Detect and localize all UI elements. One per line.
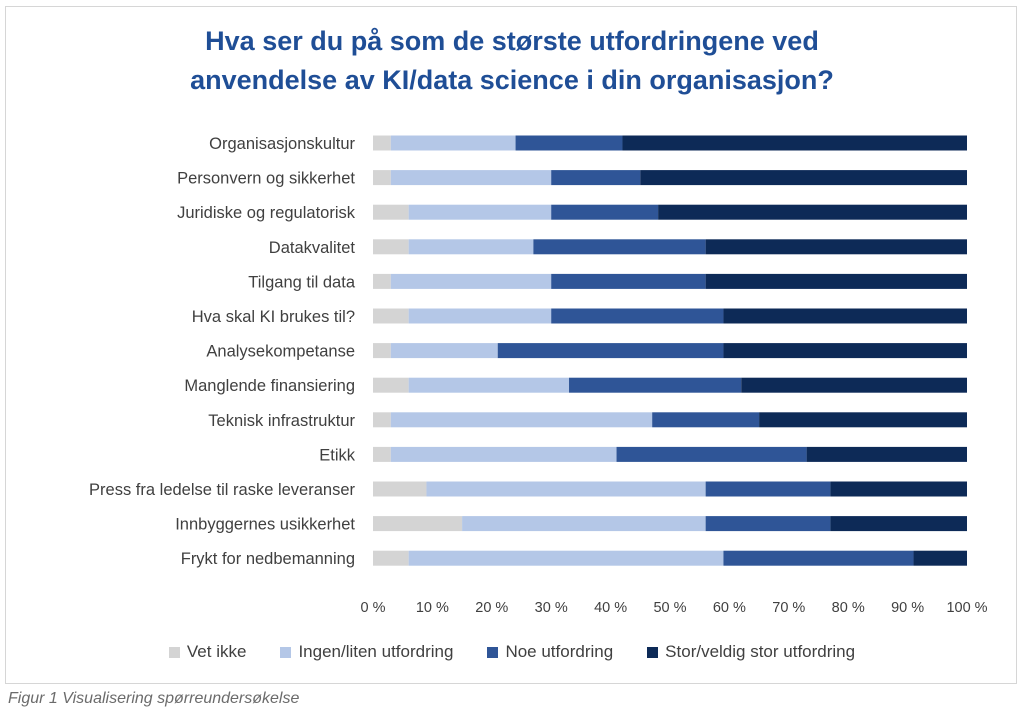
category-label: Personvern og sikkerhet <box>177 170 355 188</box>
bar-segment-stor-veldig-stor-utfordring <box>640 170 967 186</box>
chart-legend: Vet ikke Ingen/liten utfordring Noe utford… <box>0 640 1024 664</box>
bar-segment-ingen-liten-utfordring <box>408 239 534 255</box>
bar-segment-stor-veldig-stor-utfordring <box>759 412 967 428</box>
bar-segment-stor-veldig-stor-utfordring <box>705 239 967 255</box>
x-tick-label: 0 % <box>361 600 386 616</box>
figure-caption: Figur 1 Visualisering spørreundersøkelse <box>8 690 300 707</box>
bar-segment-stor-veldig-stor-utfordring <box>705 273 967 289</box>
stacked-bar-chart: Organisasjonskultur Personvern og sikkerh… <box>89 135 988 616</box>
legend-swatch <box>168 646 180 658</box>
bar-segment-noe-utfordring <box>551 273 706 289</box>
bar-segment-noe-utfordring <box>551 170 641 186</box>
bar-segment-vet-ikke <box>373 516 463 532</box>
bar-segment-ingen-liten-utfordring <box>390 412 653 428</box>
x-tick-label: 90 % <box>891 600 924 616</box>
category-label: Innbyggernes usikkerhet <box>175 516 355 534</box>
bar-segment-vet-ikke <box>373 550 409 566</box>
legend-label: Stor/veldig stor utfordring <box>665 642 856 661</box>
legend-item: Ingen/liten utfordring <box>280 640 453 664</box>
legend-swatch <box>647 646 659 658</box>
bar-segment-ingen-liten-utfordring <box>408 377 570 393</box>
bar-segment-vet-ikke <box>373 446 391 462</box>
x-tick-label: 40 % <box>594 600 627 616</box>
category-label: Analysekompetanse <box>206 343 355 361</box>
bar-segment-stor-veldig-stor-utfordring <box>913 550 967 566</box>
bar-segment-ingen-liten-utfordring <box>408 204 552 220</box>
x-tick-label: 60 % <box>713 600 746 616</box>
bar-segment-vet-ikke <box>373 273 391 289</box>
bar-segment-ingen-liten-utfordring <box>390 343 498 359</box>
bar-segment-ingen-liten-utfordring <box>390 273 552 289</box>
x-tick-label: 100 % <box>946 600 987 616</box>
category-label: Organisasjonskultur <box>209 135 355 153</box>
bar-segment-stor-veldig-stor-utfordring <box>658 204 967 220</box>
legend-label: Vet ikke <box>186 642 247 661</box>
bar-segment-stor-veldig-stor-utfordring <box>741 377 967 393</box>
chart-title-line-1: Hva ser du på som de største utfordringe… <box>205 26 819 56</box>
category-label: Tilgang til data <box>248 273 356 291</box>
bar-segment-noe-utfordring <box>497 343 724 359</box>
bar-segment-noe-utfordring <box>616 446 807 462</box>
bar-segment-noe-utfordring <box>705 516 831 532</box>
bar-segment-noe-utfordring <box>551 308 724 324</box>
bar-segment-vet-ikke <box>373 204 409 220</box>
x-tick-label: 50 % <box>653 600 686 616</box>
bar-segment-ingen-liten-utfordring <box>390 446 617 462</box>
x-tick-label: 80 % <box>832 600 865 616</box>
bar-segment-vet-ikke <box>373 343 391 359</box>
bar-segment-vet-ikke <box>373 239 409 255</box>
bar-segment-noe-utfordring <box>569 377 742 393</box>
category-label: Teknisk infrastruktur <box>208 412 355 430</box>
bar-segment-noe-utfordring <box>515 135 623 151</box>
x-tick-label: 10 % <box>416 600 449 616</box>
bar-segment-ingen-liten-utfordring <box>390 135 516 151</box>
chart-title: Hva ser du på som de største utfordringe… <box>0 22 1024 100</box>
bar-segment-noe-utfordring <box>652 412 760 428</box>
legend-swatch <box>487 646 499 658</box>
category-label: Manglende finansiering <box>184 377 355 395</box>
legend-item: Vet ikke <box>168 640 247 664</box>
bar-segment-noe-utfordring <box>705 481 831 497</box>
bar-segment-stor-veldig-stor-utfordring <box>806 446 967 462</box>
bar-segment-ingen-liten-utfordring <box>462 516 706 532</box>
bar-segment-stor-veldig-stor-utfordring <box>622 135 967 151</box>
bar-segment-ingen-liten-utfordring <box>408 550 724 566</box>
bar-segment-vet-ikke <box>373 481 427 497</box>
bar-segment-stor-veldig-stor-utfordring <box>830 481 967 497</box>
category-label: Etikk <box>319 446 356 464</box>
bar-segment-ingen-liten-utfordring <box>426 481 706 497</box>
bar-segment-vet-ikke <box>373 135 391 151</box>
bar-segment-ingen-liten-utfordring <box>408 308 552 324</box>
bar-segment-noe-utfordring <box>533 239 706 255</box>
bar-segment-vet-ikke <box>373 412 391 428</box>
legend-label: Ingen/liten utfordring <box>298 642 454 661</box>
bar-segment-vet-ikke <box>373 170 391 186</box>
legend-item: Noe utfordring <box>487 640 613 664</box>
bar-segment-noe-utfordring <box>723 550 914 566</box>
legend-label: Noe utfordring <box>505 642 614 661</box>
category-label: Juridiske og regulatorisk <box>177 204 356 222</box>
category-label: Frykt for nedbemanning <box>181 550 355 568</box>
category-label: Hva skal KI brukes til? <box>192 308 355 326</box>
chart-title-line-2: anvendelse av KI/data science i din orga… <box>190 65 834 95</box>
bar-segment-ingen-liten-utfordring <box>390 170 552 186</box>
bar-segment-vet-ikke <box>373 308 409 324</box>
bar-segment-stor-veldig-stor-utfordring <box>723 343 967 359</box>
bar-segment-vet-ikke <box>373 377 409 393</box>
x-tick-label: 30 % <box>535 600 568 616</box>
bar-segment-stor-veldig-stor-utfordring <box>723 308 967 324</box>
x-tick-label: 20 % <box>475 600 508 616</box>
x-tick-label: 70 % <box>772 600 805 616</box>
category-label: Press fra ledelse til raske leveranser <box>89 481 355 499</box>
legend-item: Stor/veldig stor utfordring <box>647 640 855 664</box>
legend-swatch <box>280 646 292 658</box>
bar-segment-noe-utfordring <box>551 204 659 220</box>
category-label: Datakvalitet <box>269 239 356 257</box>
bar-segment-stor-veldig-stor-utfordring <box>830 516 967 532</box>
